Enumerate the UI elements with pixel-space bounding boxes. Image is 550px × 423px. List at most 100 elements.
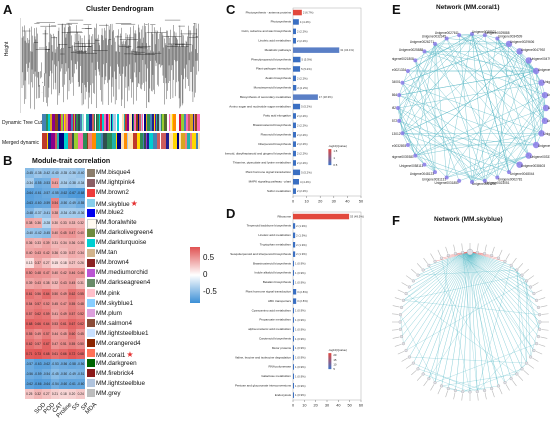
heatmap-cell: 0.55: [76, 289, 85, 299]
heatmap-cell: 0.43: [34, 278, 43, 288]
network-node: [417, 274, 420, 277]
heatmap-cell: 0.53: [51, 319, 60, 329]
plot-frame: [293, 8, 361, 196]
module-label-text: MM.brown4: [96, 259, 129, 266]
network-node: [406, 143, 410, 147]
network-node-label-mark: [518, 263, 523, 268]
network-node: [402, 299, 405, 302]
network-node-label-mark: [492, 390, 494, 397]
network-node: [537, 335, 540, 338]
network-node-label-mark: [424, 380, 428, 386]
network-node-label-mark: [499, 388, 502, 394]
network-edge: [429, 261, 505, 378]
colorbar-tick-0: 0: [203, 270, 207, 279]
category-label: Plant-pathogen interaction: [256, 67, 291, 71]
bar-value-label: 1 (0.9%): [295, 280, 306, 284]
network-node: [483, 252, 486, 255]
heatmap-cell: -0.35: [68, 208, 77, 218]
module-swatch: [87, 339, 95, 347]
category-label: Sulfur metabolism: [267, 189, 292, 193]
network-edge: [399, 95, 402, 133]
bar-value-label: 4 (4.4%): [300, 20, 311, 24]
network-node-label: Unigene0032345: [422, 35, 447, 39]
dynamic-tree-cut-strip: [42, 114, 200, 131]
network-edge: [399, 71, 536, 95]
star-icon: ★: [131, 199, 138, 208]
bar: [293, 141, 296, 147]
network-node-label-mark: [417, 376, 422, 381]
network-node-label-mark: [454, 392, 455, 399]
heatmap-cell: -0.49: [68, 369, 77, 379]
bar: [293, 242, 295, 248]
module-swatch: [87, 259, 95, 267]
module-swatch: [87, 359, 95, 367]
module-swatch: [87, 279, 95, 287]
heatmap-cell: 0.45: [76, 329, 85, 339]
heatmap-cell: -0.35: [59, 168, 68, 178]
heatmap-cell: 0.36: [34, 218, 43, 228]
network-edge: [409, 252, 470, 287]
colorbar-tick-neg0.5: -0.5: [203, 287, 217, 296]
network-edge: [447, 38, 529, 155]
bar-value-label: 1 (0.9%): [295, 384, 306, 388]
category-label: Phenylpropanoid biosynthesis: [251, 57, 291, 61]
x-tick-label: 30: [325, 404, 329, 408]
bar-value-label: 1 (0.9%): [295, 327, 306, 331]
panel-a-letter: A: [3, 2, 12, 17]
bar-value-label: 2 (2.2%): [297, 39, 308, 43]
category-label: Linoleic acid metabolism: [258, 39, 291, 43]
module-label: MM.orangered4: [96, 340, 140, 347]
heatmap-cell: 0.24: [76, 389, 85, 399]
heatmap-cell: -0.28: [42, 218, 51, 228]
network-node-label: Unigene0041200: [472, 182, 497, 186]
module-swatch: [87, 299, 95, 307]
network-node-label: Unigene0030082: [392, 106, 396, 110]
heatmap-cell: 0.47: [59, 299, 68, 309]
module-label: MM.brown4: [96, 259, 129, 266]
module-swatch: [87, 239, 95, 247]
heatmap-cell: -0.41: [42, 208, 51, 218]
network-node-label-mark: [438, 388, 441, 394]
network-node: [402, 342, 405, 345]
category-label: Photosynthesis: [271, 20, 292, 24]
merged-dynamic-label: Merged dynamic: [2, 140, 39, 146]
heatmap-cell: -0.62: [59, 188, 68, 198]
heatmap-cell: 0.56: [34, 289, 43, 299]
module-label-text: MM.blue2: [96, 209, 124, 216]
bar-value-label: 2 (2.2%): [297, 29, 308, 33]
heatmap-cell: 0.49: [59, 289, 68, 299]
bar: [293, 214, 349, 220]
legend-tick: 0.5: [333, 163, 337, 167]
heatmap-cell: -0.59: [34, 369, 43, 379]
heatmap-cell: 0.43: [34, 248, 43, 258]
network-coral1: Unigene0038521Unigene0029888Unigene00345…: [392, 10, 550, 206]
heatmap-cell: 0.68: [25, 319, 34, 329]
heatmap-cell: 0.48: [34, 268, 43, 278]
module-swatch: [87, 349, 95, 357]
network-node-label: Unigene0058111: [399, 164, 423, 168]
bar: [293, 47, 339, 53]
network-edge: [429, 252, 470, 379]
legend-tick: 1.5: [333, 149, 337, 153]
category-label: Ribosome: [277, 214, 291, 218]
heatmap-cell: 0.32: [34, 389, 43, 399]
network-node: [515, 373, 518, 376]
heatmap-cell: -0.50: [59, 369, 68, 379]
network-node: [399, 313, 402, 316]
heatmap-cell: 0.30: [51, 218, 60, 228]
bar-value-label: 1 (0.9%): [295, 318, 306, 322]
x-tick-label: 50: [359, 200, 363, 204]
network-node-label: Unigene0055864: [392, 93, 397, 97]
heatmap-cell: 0.41: [51, 178, 60, 188]
module-label: MM.skyblue★: [96, 199, 138, 208]
network-node-label: Unigene0047993: [530, 57, 550, 61]
network-node-label-mark: [398, 351, 404, 354]
network-edge: [470, 252, 531, 287]
network-node-label-mark: [438, 250, 441, 256]
network-edge: [470, 252, 485, 390]
heatmap-cell: -0.34: [76, 178, 85, 188]
heatmap-cell: -0.64: [25, 188, 34, 198]
legend-title: -log10(Qvalue): [328, 144, 347, 148]
module-swatch: [87, 309, 95, 317]
heatmap-cell: -0.55: [51, 188, 60, 198]
